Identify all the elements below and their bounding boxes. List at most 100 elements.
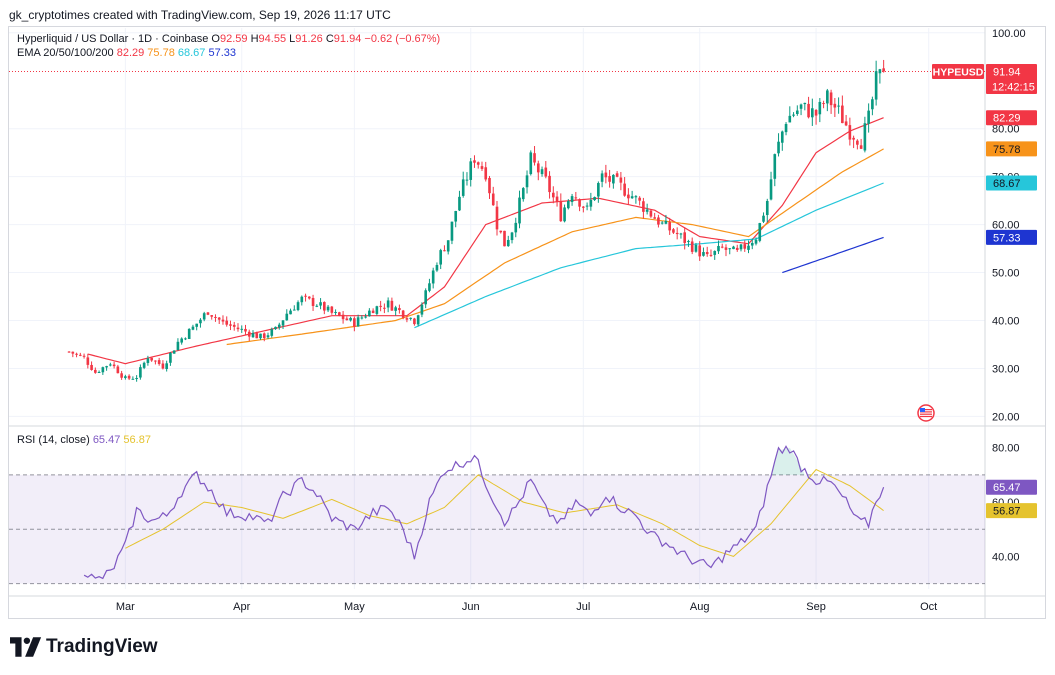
- price-tick-label: 80.00: [992, 124, 1020, 136]
- candle-body: [518, 197, 521, 224]
- price-badges: 91.94 12:42:15 HYPEUSD 82.29 75.78 68.67 57.33…: [932, 63, 1037, 519]
- candle-body: [458, 196, 461, 211]
- candle-body: [383, 307, 386, 309]
- candle-body: [229, 324, 232, 326]
- candle-body: [71, 351, 75, 354]
- candle-body: [765, 200, 769, 216]
- candle-body: [750, 242, 754, 246]
- candle-body: [394, 307, 397, 311]
- month-tick-label: Jul: [576, 601, 590, 613]
- candle-body: [852, 137, 855, 140]
- candle-body: [169, 352, 172, 363]
- rsi-tick-label: 80.00: [992, 443, 1020, 455]
- candle-body: [484, 167, 488, 180]
- month-tick-label: Aug: [690, 601, 710, 613]
- tradingview-logo-icon: [10, 637, 42, 657]
- candle-body: [807, 103, 810, 118]
- rsi-ma-badge-text: 56.87: [993, 506, 1021, 518]
- candle-body: [533, 153, 536, 163]
- candle-body: [349, 317, 352, 321]
- candle-body: [882, 68, 885, 72]
- candle-body: [244, 328, 247, 332]
- candle-body: [732, 246, 735, 250]
- candle-body: [473, 160, 476, 163]
- ema-label: EMA 20/50/100/200: [17, 47, 114, 59]
- candle-body: [848, 125, 852, 140]
- last-price-badge-countdown: 12:42:15: [992, 81, 1035, 93]
- ema-legend: EMA 20/50/100/200 82.29 75.78 68.67 57.3…: [17, 47, 236, 59]
- month-tick-label: May: [344, 601, 365, 613]
- ema100-value: 68.67: [177, 47, 206, 59]
- candle-body: [612, 174, 615, 184]
- candle-body: [544, 167, 548, 177]
- candle-body: [398, 308, 401, 311]
- candle-body: [874, 71, 878, 100]
- candle-body: [255, 333, 259, 339]
- candle-body: [262, 333, 266, 339]
- candle-body: [878, 69, 882, 74]
- candle-body: [739, 244, 743, 250]
- candle-body: [225, 320, 229, 325]
- candle-body: [127, 375, 131, 379]
- candle-body: [424, 290, 427, 305]
- candle-body: [476, 162, 480, 165]
- candle-body: [330, 306, 334, 313]
- candle-body: [247, 331, 251, 337]
- candle-body: [199, 319, 202, 324]
- ema-badge-2-text: 68.67: [993, 178, 1021, 190]
- candle-body: [589, 199, 593, 207]
- ema20-line: [87, 117, 884, 365]
- candle-body: [841, 105, 844, 124]
- candle-body: [510, 232, 514, 241]
- candle-body: [574, 197, 578, 199]
- tradingview-logo[interactable]: TradingView: [10, 636, 158, 658]
- candle-body: [461, 179, 465, 196]
- candle-body: [217, 317, 221, 320]
- candle-body: [795, 110, 799, 114]
- candle-body: [525, 175, 529, 188]
- candle-body: [356, 317, 360, 327]
- candle-body: [300, 296, 304, 303]
- candle-body: [702, 252, 705, 256]
- candle-body: [214, 316, 217, 318]
- rsi-badge-bg: [986, 479, 1037, 495]
- candle-body: [368, 310, 371, 317]
- price-tick-label: 100.00: [992, 28, 1026, 40]
- candle-body: [604, 172, 608, 178]
- candle-body: [187, 328, 191, 340]
- candle-body: [416, 315, 420, 325]
- candle-body: [353, 318, 356, 327]
- rsi-ma-badge-bg: [986, 503, 1037, 519]
- candle-body: [856, 140, 859, 145]
- rsi-tick-label: 40.00: [992, 551, 1020, 563]
- candle-body: [405, 318, 409, 320]
- candle-body: [105, 366, 108, 368]
- symbol-legend: Hyperliquid / US Dollar · 1D · Coinbase …: [17, 33, 440, 45]
- candle-body: [446, 240, 450, 252]
- rsi-overbought-fill: [771, 447, 805, 475]
- candle-body: [503, 230, 506, 247]
- candle-body: [142, 362, 146, 368]
- candle-body: [754, 239, 758, 244]
- candles[interactable]: [67, 59, 885, 382]
- candle-body: [184, 338, 187, 340]
- ema-lines: [9, 70, 985, 365]
- ema-badge-1-bg: [986, 141, 1037, 157]
- candle-body: [323, 302, 326, 311]
- candle-body: [698, 245, 702, 257]
- candle-body: [94, 369, 97, 373]
- candle-body: [863, 123, 867, 151]
- candle-body: [634, 196, 638, 198]
- high-label: H: [250, 33, 259, 45]
- candle-body: [326, 306, 330, 311]
- candle-body: [506, 239, 510, 247]
- candle-body: [304, 295, 307, 297]
- candle-body: [86, 357, 90, 365]
- candle-body: [232, 324, 236, 327]
- month-tick-label: Oct: [920, 601, 937, 613]
- candle-body: [259, 333, 262, 339]
- candle-body: [428, 283, 431, 291]
- candle-body: [413, 318, 416, 325]
- candle-body: [67, 351, 71, 353]
